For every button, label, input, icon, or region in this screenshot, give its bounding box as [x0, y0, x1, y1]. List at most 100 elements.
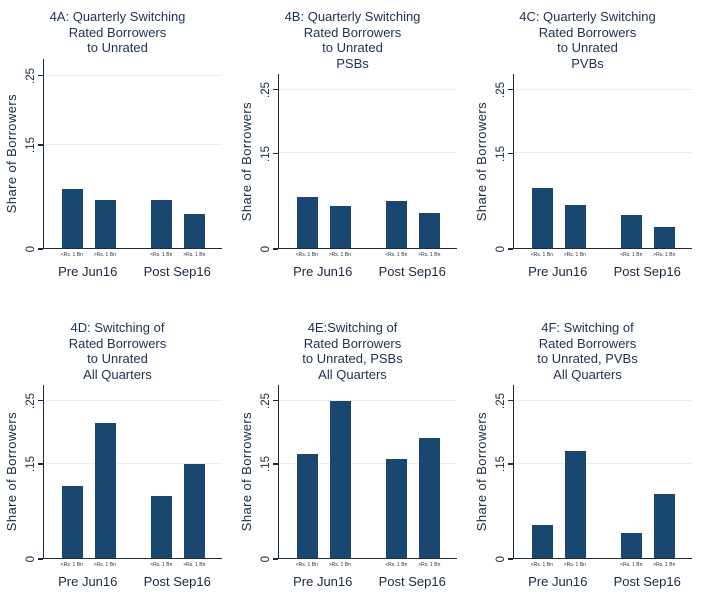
bar-size-label: >Rs. 1 Bn	[183, 252, 206, 258]
group-labels-row: Pre Jun16 Post Sep16	[43, 261, 222, 281]
plot-area	[278, 74, 457, 249]
group-labels-row: Pre Jun16 Post Sep16	[278, 571, 457, 591]
bar-labels-row: <Rs. 1 Bn >Rs. 1 Bn <Rs. 1 Bn >Rs. 1 Bn	[278, 559, 457, 571]
gridlines-layer	[279, 74, 457, 248]
bar-size-label: >Rs. 1 Bn	[328, 562, 351, 568]
y-axis-gutter: Share of Borrowers 0 .15 .25	[235, 385, 278, 562]
y-tick-label: .15	[25, 456, 37, 473]
bar-group-pre-jun16	[514, 385, 603, 558]
x-group-label: Pre Jun16	[528, 264, 588, 279]
bar-group-pre-jun16	[44, 59, 133, 248]
bar-label-group: <Rs. 1 Bn >Rs. 1 Bn	[603, 252, 693, 261]
x-group-label: Post Sep16	[378, 574, 446, 589]
y-tick-label: .15	[260, 145, 272, 162]
bar-pre-jun16-rs-1-bn	[94, 199, 116, 248]
y-axis-title-wrap: Share of Borrowers	[0, 59, 22, 250]
x-group-label: Post Sep16	[378, 264, 446, 279]
bar-size-label: >Rs. 1 Bn	[653, 562, 676, 568]
gridline	[44, 399, 222, 401]
y-tick-mark	[273, 248, 278, 250]
y-tick-mark	[38, 463, 43, 465]
bar-pre-jun16-rs-1-bn	[296, 197, 318, 248]
y-tick-label: .15	[260, 456, 272, 473]
y-axis-title: Share of Borrowers	[238, 101, 254, 222]
bar-size-label: >Rs. 1 Bn	[418, 562, 441, 568]
y-tick-mark	[273, 89, 278, 91]
bar-labels-row: <Rs. 1 Bn >Rs. 1 Bn <Rs. 1 Bn >Rs. 1 Bn	[278, 249, 457, 261]
y-tick-area: 0 .15 .25	[257, 74, 278, 252]
bar-size-label: >Rs. 1 Bn	[183, 562, 206, 568]
bar-pre-jun16-rs-1-bn	[531, 187, 553, 248]
bar-size-label: >Rs. 1 Bn	[328, 252, 351, 258]
bar-labels-row: <Rs. 1 Bn >Rs. 1 Bn <Rs. 1 Bn >Rs. 1 Bn	[513, 249, 692, 261]
y-tick-area: 0 .15 .25	[22, 59, 43, 252]
bar-post-sep16-rs-1-bn	[150, 496, 172, 558]
gridlines-layer	[514, 385, 692, 558]
bar-post-sep16-rs-1-bn	[385, 459, 407, 558]
y-tick-label: .25	[25, 67, 37, 84]
panel-4f: 4F: Switching of Rated Borrowers to Unra…	[470, 300, 705, 602]
bar-size-label: <Rs. 1 Bn	[620, 252, 643, 258]
y-axis-title-wrap: Share of Borrowers	[0, 385, 22, 559]
chart-area: Share of Borrowers 0 .15 .25	[235, 74, 470, 252]
bar-size-label: <Rs. 1 Bn	[385, 252, 408, 258]
panel-title: 4E:Switching of Rated Borrowers to Unrat…	[302, 320, 403, 382]
bar-post-sep16-rs-1-bn	[183, 213, 205, 248]
bar-size-label: >Rs. 1 Bn	[653, 252, 676, 258]
plot-area	[278, 385, 457, 559]
y-tick-mark	[38, 75, 43, 77]
bar-label-group: <Rs. 1 Bn >Rs. 1 Bn	[278, 252, 368, 261]
y-axis-gutter: Share of Borrowers 0 .15 .25	[0, 385, 43, 562]
gridline	[514, 399, 692, 401]
bar-pre-jun16-rs-1-bn	[94, 422, 116, 558]
gridline	[279, 462, 457, 464]
bar-pre-jun16-rs-1-bn	[296, 454, 318, 558]
y-axis-title: Share of Borrowers	[473, 412, 489, 532]
bar-size-label: <Rs. 1 Bn	[530, 252, 553, 258]
y-tick-area: 0 .15 .25	[492, 385, 513, 562]
x-group-label: Post Sep16	[613, 574, 681, 589]
y-axis-title-wrap: Share of Borrowers	[470, 385, 492, 559]
chart-area: Share of Borrowers 0 .15 .25	[0, 58, 235, 252]
bar-group-pre-jun16	[514, 74, 603, 248]
bar-label-group: <Rs. 1 Bn >Rs. 1 Bn	[368, 562, 458, 571]
bar-size-label: >Rs. 1 Bn	[563, 562, 586, 568]
bar-label-group: <Rs. 1 Bn >Rs. 1 Bn	[603, 562, 693, 571]
bar-size-label: <Rs. 1 Bn	[150, 562, 173, 568]
y-tick-label: 0	[260, 245, 272, 252]
gridline	[279, 88, 457, 90]
bar-label-group: <Rs. 1 Bn >Rs. 1 Bn	[133, 562, 223, 571]
bar-group-post-sep16	[133, 385, 222, 558]
y-tick-area: 0 .15 .25	[257, 385, 278, 562]
bar-label-group: <Rs. 1 Bn >Rs. 1 Bn	[513, 562, 603, 571]
bar-size-label: <Rs. 1 Bn	[295, 562, 318, 568]
x-group-label: Pre Jun16	[58, 264, 118, 279]
bar-pre-jun16-rs-1-bn	[329, 205, 351, 248]
y-tick-label: 0	[260, 555, 272, 562]
y-tick-label: .25	[260, 392, 272, 409]
bar-group-post-sep16	[368, 385, 457, 558]
y-tick-mark	[38, 144, 43, 146]
chart-area: Share of Borrowers 0 .15 .25	[235, 385, 470, 562]
bar-pre-jun16-rs-1-bn	[564, 204, 586, 248]
bar-size-label: <Rs. 1 Bn	[60, 562, 83, 568]
plot-area	[43, 385, 222, 559]
gridline	[44, 143, 222, 145]
bar-label-group: <Rs. 1 Bn >Rs. 1 Bn	[43, 252, 133, 261]
plot-area	[513, 385, 692, 559]
y-axis-gutter: Share of Borrowers 0 .15 .25	[470, 74, 513, 252]
y-axis-title-wrap: Share of Borrowers	[470, 74, 492, 249]
y-tick-mark	[273, 558, 278, 560]
bar-post-sep16-rs-1-bn	[150, 199, 172, 248]
x-group-label: Pre Jun16	[528, 574, 588, 589]
bar-group-pre-jun16	[279, 74, 368, 248]
bar-group-pre-jun16	[279, 385, 368, 558]
y-axis-title-wrap: Share of Borrowers	[235, 74, 257, 249]
y-tick-label: 0	[495, 555, 507, 562]
bar-size-label: >Rs. 1 Bn	[93, 252, 116, 258]
bar-post-sep16-rs-1-bn	[418, 213, 440, 248]
group-labels-row: Pre Jun16 Post Sep16	[513, 261, 692, 281]
plot-area	[43, 58, 222, 249]
y-tick-label: .15	[25, 137, 37, 154]
gridline	[514, 462, 692, 464]
